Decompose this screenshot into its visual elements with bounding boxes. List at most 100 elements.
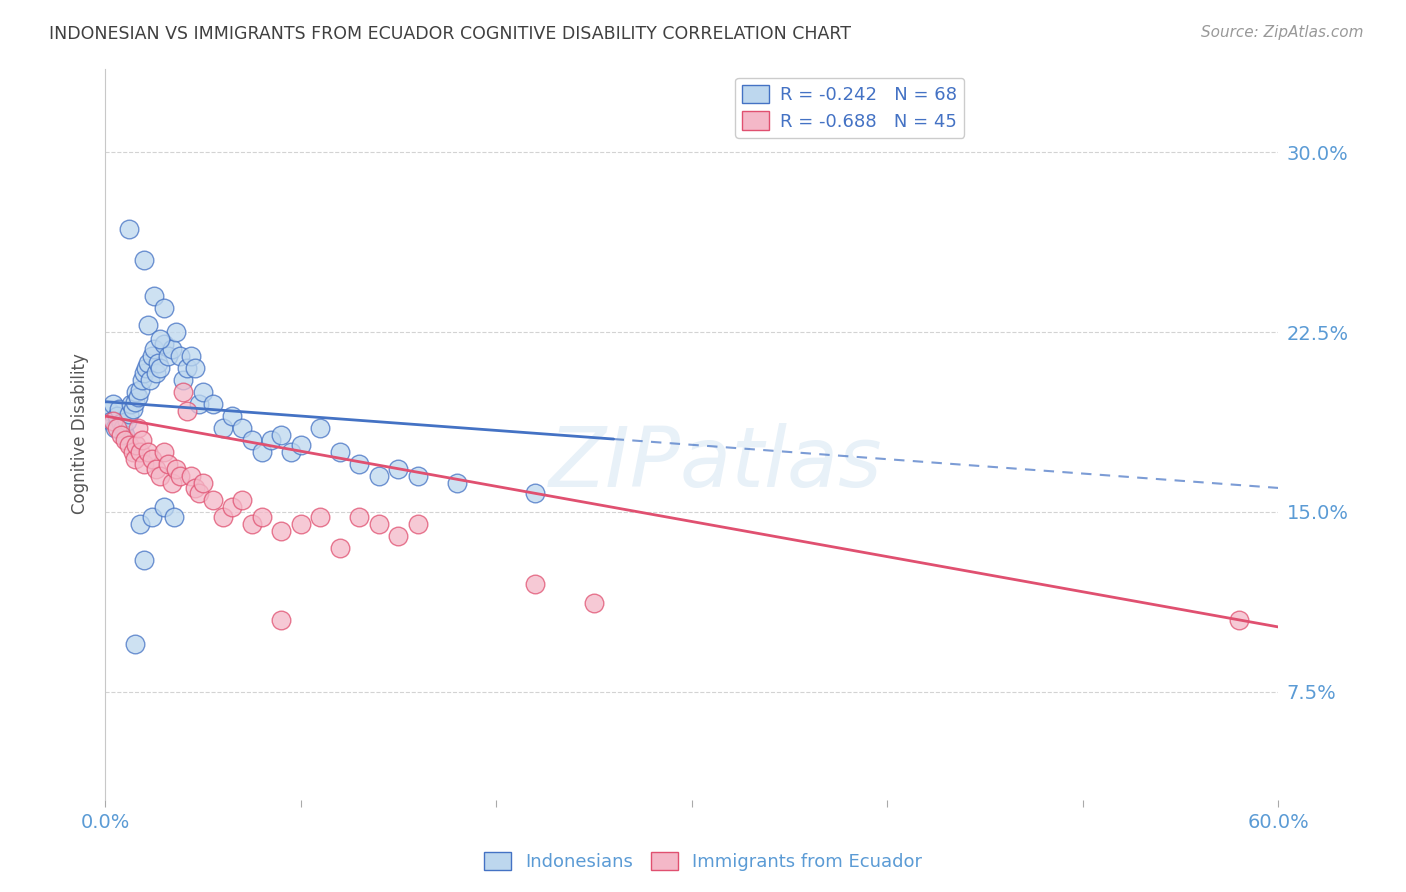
Legend: R = -0.242   N = 68, R = -0.688   N = 45: R = -0.242 N = 68, R = -0.688 N = 45 <box>735 78 965 138</box>
Point <box>131 433 153 447</box>
Point <box>105 409 128 423</box>
Point <box>368 469 391 483</box>
Point <box>349 509 371 524</box>
Text: INDONESIAN VS IMMIGRANTS FROM ECUADOR COGNITIVE DISABILITY CORRELATION CHART: INDONESIAN VS IMMIGRANTS FROM ECUADOR CO… <box>49 25 851 43</box>
Text: Source: ZipAtlas.com: Source: ZipAtlas.com <box>1201 25 1364 40</box>
Point <box>114 428 136 442</box>
Point <box>136 318 159 332</box>
Point <box>231 421 253 435</box>
Point <box>387 529 409 543</box>
Point <box>250 509 273 524</box>
Point <box>100 414 122 428</box>
Point <box>406 469 429 483</box>
Point <box>188 485 211 500</box>
Point <box>309 509 332 524</box>
Point <box>127 421 149 435</box>
Point <box>149 469 172 483</box>
Point <box>188 397 211 411</box>
Point <box>134 366 156 380</box>
Point <box>111 421 134 435</box>
Point <box>270 428 292 442</box>
Point <box>139 373 162 387</box>
Point <box>290 516 312 531</box>
Point <box>524 485 547 500</box>
Point <box>104 421 127 435</box>
Point <box>184 481 207 495</box>
Point <box>108 401 131 416</box>
Point <box>280 445 302 459</box>
Point <box>118 438 141 452</box>
Point <box>184 361 207 376</box>
Point <box>270 524 292 538</box>
Point <box>524 576 547 591</box>
Point <box>176 361 198 376</box>
Legend: Indonesians, Immigrants from Ecuador: Indonesians, Immigrants from Ecuador <box>477 846 929 879</box>
Point <box>124 394 146 409</box>
Point <box>110 428 132 442</box>
Point <box>309 421 332 435</box>
Point <box>105 421 128 435</box>
Point <box>156 457 179 471</box>
Point <box>134 457 156 471</box>
Point <box>211 509 233 524</box>
Point <box>240 516 263 531</box>
Point <box>160 476 183 491</box>
Point <box>169 349 191 363</box>
Point <box>221 409 243 423</box>
Point <box>146 356 169 370</box>
Point <box>231 492 253 507</box>
Point <box>191 476 214 491</box>
Point <box>221 500 243 515</box>
Point <box>115 414 138 428</box>
Point <box>250 445 273 459</box>
Point <box>149 361 172 376</box>
Point <box>180 469 202 483</box>
Point <box>131 373 153 387</box>
Point <box>240 433 263 447</box>
Point <box>176 404 198 418</box>
Point <box>127 390 149 404</box>
Point <box>101 414 124 428</box>
Point <box>98 404 121 418</box>
Point <box>121 401 143 416</box>
Point <box>406 516 429 531</box>
Point <box>143 342 166 356</box>
Point <box>172 385 194 400</box>
Point <box>125 385 148 400</box>
Point <box>153 337 176 351</box>
Point <box>163 509 186 524</box>
Point <box>136 445 159 459</box>
Point <box>270 613 292 627</box>
Point <box>201 492 224 507</box>
Point <box>387 462 409 476</box>
Point <box>121 445 143 459</box>
Point <box>201 397 224 411</box>
Point <box>141 509 163 524</box>
Point <box>368 516 391 531</box>
Point <box>145 366 167 380</box>
Point <box>191 385 214 400</box>
Point <box>329 541 352 555</box>
Point <box>134 553 156 567</box>
Point <box>1227 613 1250 627</box>
Y-axis label: Cognitive Disability: Cognitive Disability <box>72 353 89 515</box>
Point <box>134 253 156 268</box>
Point <box>153 500 176 515</box>
Point <box>129 383 152 397</box>
Point <box>141 452 163 467</box>
Point <box>165 325 187 339</box>
Point <box>125 438 148 452</box>
Point <box>349 457 371 471</box>
Point <box>118 407 141 421</box>
Point <box>582 596 605 610</box>
Point <box>172 373 194 387</box>
Point <box>114 433 136 447</box>
Point <box>135 361 157 376</box>
Point <box>110 416 132 430</box>
Point <box>446 476 468 491</box>
Point <box>149 332 172 346</box>
Point <box>136 356 159 370</box>
Point <box>120 397 142 411</box>
Point <box>124 637 146 651</box>
Point <box>211 421 233 435</box>
